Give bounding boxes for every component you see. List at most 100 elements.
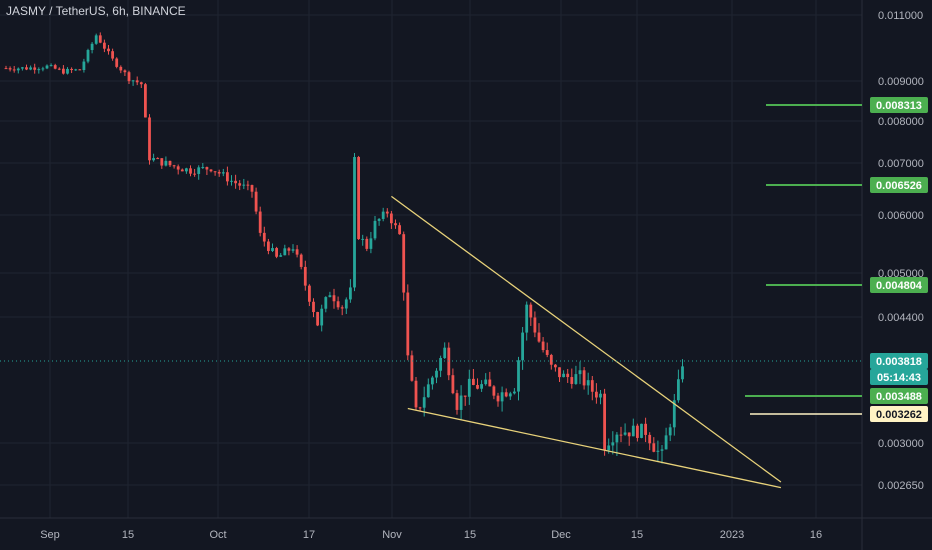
candle-body-87	[361, 238, 365, 240]
price-badge-0	[870, 97, 928, 113]
candle-body-143	[590, 380, 594, 392]
candle-body-160	[660, 449, 664, 451]
candle-body-130	[537, 332, 541, 342]
candle-body-148	[611, 442, 615, 446]
candle-body-91	[377, 218, 381, 221]
candle-body-96	[398, 225, 401, 235]
candle-body-157	[648, 434, 652, 444]
candle-body-95	[394, 223, 397, 226]
candle-body-92	[381, 211, 385, 219]
candle-body-71	[295, 249, 299, 255]
candle-body-10	[45, 65, 49, 69]
candle-body-35	[148, 117, 151, 161]
candle-body-147	[607, 445, 611, 451]
x-tick-4: Nov	[382, 529, 402, 541]
candle-body-30	[127, 72, 131, 82]
candle-body-70	[291, 249, 295, 251]
candle-body-21	[90, 43, 94, 51]
candle-body-86	[357, 157, 360, 240]
candle-body-98	[406, 292, 410, 356]
candle-body-28	[119, 66, 123, 71]
candle-body-11	[49, 65, 53, 67]
candle-body-51	[213, 171, 217, 173]
candle-body-42	[176, 166, 180, 170]
candle-body-145	[599, 393, 602, 398]
candle-body-111	[459, 395, 463, 410]
y-tick-8: 0.002650	[878, 480, 924, 492]
candle-body-53	[221, 172, 225, 174]
candle-body-79	[328, 295, 332, 298]
candle-body-4	[21, 67, 24, 69]
candle-body-164	[677, 379, 680, 401]
price-badge-label-5: 0.003488	[876, 391, 922, 403]
candle-body-2	[12, 69, 16, 71]
candle-body-46	[193, 173, 196, 175]
candle-body-27	[115, 58, 119, 67]
candle-body-144	[595, 391, 598, 398]
candle-body-38	[160, 158, 164, 166]
y-tick-7: 0.003000	[878, 438, 924, 450]
price-badge-3	[870, 353, 928, 369]
candle-body-49	[205, 167, 209, 170]
candle-body-94	[390, 213, 393, 224]
candle-body-52	[217, 172, 221, 174]
candle-body-136	[562, 373, 565, 378]
candle-body-90	[373, 220, 377, 239]
candle-body-12	[53, 65, 57, 69]
candle-body-60	[250, 185, 254, 192]
candle-body-163	[672, 400, 676, 428]
price-badge-1	[870, 177, 928, 193]
candle-body-106	[439, 358, 442, 371]
candle-body-146	[603, 393, 606, 451]
x-tick-0: Sep	[40, 529, 60, 541]
candle-body-22	[94, 35, 98, 44]
candle-body-18	[78, 69, 82, 71]
candle-body-153	[631, 425, 635, 437]
candle-body-132	[545, 350, 549, 355]
candle-body-121	[500, 392, 504, 402]
x-tick-7: 15	[631, 529, 643, 541]
candle-body-101	[418, 407, 422, 409]
candle-body-140	[578, 370, 582, 375]
candle-body-100	[414, 380, 418, 408]
candle-body-161	[664, 435, 668, 450]
candle-body-39	[164, 160, 168, 166]
candle-body-162	[668, 427, 672, 436]
candle-body-135	[558, 367, 561, 378]
candle-body-158	[652, 443, 656, 452]
candle-body-138	[570, 377, 574, 384]
candle-body-26	[111, 51, 114, 59]
candle-body-97	[402, 234, 406, 293]
candle-body-114	[472, 378, 475, 385]
candle-body-154	[636, 425, 639, 438]
candle-body-5	[25, 67, 28, 70]
candle-body-61	[254, 191, 258, 212]
y-tick-6: 0.004400	[878, 312, 924, 324]
candle-body-110	[455, 393, 459, 410]
candle-body-43	[180, 169, 184, 172]
trendline-upper	[391, 195, 782, 483]
candle-body-20	[86, 50, 90, 62]
candle-body-77	[320, 308, 324, 326]
candle-body-89	[369, 238, 373, 249]
candle-body-15	[66, 68, 69, 74]
candle-body-149	[615, 434, 619, 443]
price-badge-label-6: 0.003262	[876, 409, 922, 421]
candle-body-113	[467, 378, 471, 397]
candle-body-137	[566, 373, 570, 378]
price-badge-5	[870, 388, 928, 404]
candle-body-88	[365, 238, 369, 249]
x-tick-5: 15	[464, 529, 476, 541]
candle-body-118	[488, 379, 492, 387]
candle-body-19	[82, 61, 86, 71]
candle-body-150	[619, 434, 623, 436]
price-badge-label-4: 05:14:43	[877, 372, 921, 384]
candle-body-159	[656, 450, 660, 452]
candle-body-34	[144, 84, 147, 118]
candle-body-13	[57, 68, 61, 70]
x-tick-6: Dec	[551, 529, 571, 541]
candle-body-142	[586, 380, 590, 386]
price-badge-label-2: 0.004804	[876, 280, 923, 292]
price-badge-label-3: 0.003818	[876, 356, 922, 368]
